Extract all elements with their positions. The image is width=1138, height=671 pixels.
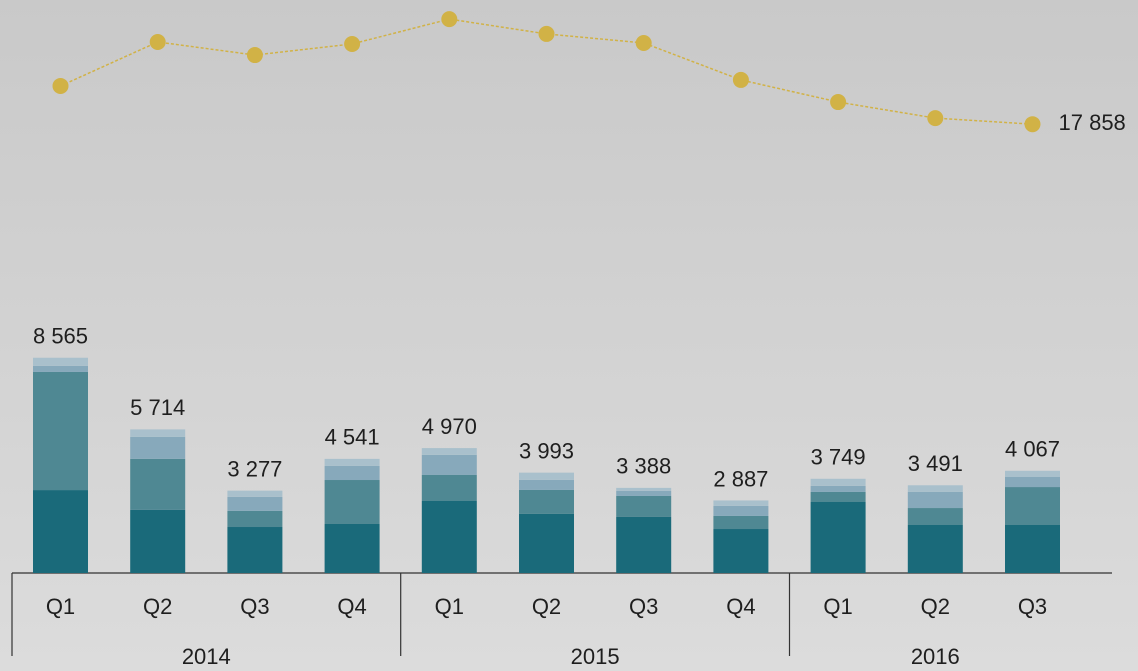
bar-segment xyxy=(324,465,380,481)
bar-segment xyxy=(713,515,769,530)
total-label: 3 993 xyxy=(519,438,574,463)
bar-segment xyxy=(324,480,380,524)
bar-segment xyxy=(130,429,186,437)
bar-segment xyxy=(1005,487,1060,525)
total-label: 3 491 xyxy=(908,451,963,476)
line-marker xyxy=(52,77,69,94)
group-label: 2016 xyxy=(911,644,960,669)
bar-segment xyxy=(907,491,963,509)
total-label: 4 970 xyxy=(422,414,477,439)
bar-segment xyxy=(907,524,963,573)
total-label: 3 388 xyxy=(616,454,671,479)
bar-segment xyxy=(616,495,672,517)
x-tick-label: Q4 xyxy=(337,594,366,619)
bar-segment xyxy=(907,485,963,492)
bar-segment xyxy=(130,436,186,459)
bar-segment xyxy=(519,513,574,573)
bar-segment xyxy=(324,523,380,573)
bar-segment xyxy=(810,491,866,503)
bar-segment xyxy=(33,371,88,491)
bar-segment xyxy=(616,516,672,573)
bar-segment xyxy=(130,458,186,510)
bar-segment xyxy=(907,508,963,525)
bar-segment xyxy=(519,489,574,514)
bar-segment xyxy=(713,529,769,573)
total-label: 5 714 xyxy=(130,395,185,420)
bar-segment xyxy=(1005,476,1060,488)
line-marker xyxy=(344,35,361,52)
x-tick-label: Q1 xyxy=(823,594,852,619)
bar-segment xyxy=(713,500,769,506)
x-tick-label: Q2 xyxy=(143,594,172,619)
bar-segment xyxy=(33,365,88,372)
x-tick-label: Q2 xyxy=(921,594,950,619)
total-label: 4 067 xyxy=(1005,437,1060,462)
bar-segment xyxy=(1005,524,1060,573)
group-label: 2015 xyxy=(571,644,620,669)
total-label: 4 541 xyxy=(325,425,380,450)
total-label: 3 277 xyxy=(227,456,282,481)
bar-segment xyxy=(421,454,477,475)
bar-segment xyxy=(810,485,866,492)
total-label: 2 887 xyxy=(713,466,768,491)
bar-segment xyxy=(616,490,672,496)
line-marker xyxy=(149,33,166,50)
line-marker xyxy=(732,71,749,88)
bar-segment xyxy=(324,458,380,466)
bar-segment xyxy=(421,448,477,455)
x-tick-label: Q3 xyxy=(629,594,658,619)
line-marker xyxy=(1024,116,1041,133)
bar-segment xyxy=(227,510,283,528)
line-marker xyxy=(538,25,555,42)
x-tick-label: Q3 xyxy=(240,594,269,619)
bar-segment xyxy=(713,505,769,516)
line-value-label: 17 858 xyxy=(1059,110,1126,135)
bar-segment xyxy=(33,357,88,366)
line-marker xyxy=(927,110,944,127)
bar-segment xyxy=(519,479,574,490)
line-marker xyxy=(830,94,847,111)
x-tick-label: Q1 xyxy=(46,594,75,619)
bar-segment xyxy=(130,509,186,573)
x-tick-label: Q2 xyxy=(532,594,561,619)
bar-segment xyxy=(227,496,283,511)
total-label: 8 565 xyxy=(33,324,88,349)
bar-segment xyxy=(421,500,477,573)
line-marker xyxy=(635,34,652,51)
bar-segment xyxy=(33,490,88,573)
total-label: 3 749 xyxy=(811,445,866,470)
bar-segment xyxy=(421,474,477,501)
line-marker xyxy=(246,47,263,64)
bar-segment xyxy=(810,502,866,573)
x-tick-label: Q3 xyxy=(1018,594,1047,619)
bar-segment xyxy=(227,527,283,573)
bar-segment xyxy=(519,472,574,480)
bar-segment xyxy=(227,490,283,497)
x-tick-label: Q1 xyxy=(435,594,464,619)
bar-segment xyxy=(616,487,672,491)
line-marker xyxy=(441,11,458,28)
x-tick-label: Q4 xyxy=(726,594,755,619)
bar-segment xyxy=(1005,470,1060,477)
bar-segment xyxy=(810,478,866,486)
group-label: 2014 xyxy=(182,644,231,669)
